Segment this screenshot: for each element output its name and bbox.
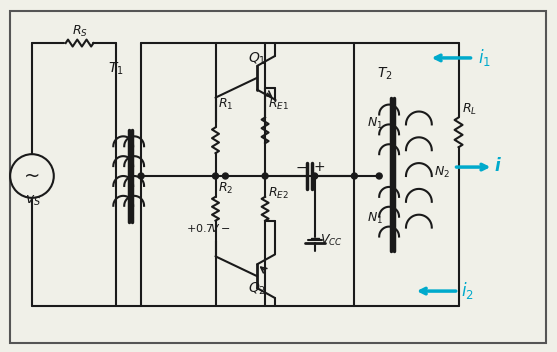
Text: $T_2$: $T_2$ — [377, 66, 393, 82]
Text: $Q_2$: $Q_2$ — [248, 281, 266, 297]
Text: $+0.7V-$: $+0.7V-$ — [185, 221, 230, 234]
Text: $\boldsymbol{i_2}$: $\boldsymbol{i_2}$ — [461, 280, 473, 301]
Circle shape — [376, 173, 382, 179]
Circle shape — [262, 173, 268, 179]
Circle shape — [222, 173, 228, 179]
Text: $v_S$: $v_S$ — [25, 194, 41, 208]
Text: $-$: $-$ — [295, 160, 307, 174]
Text: $R_{E2}$: $R_{E2}$ — [268, 186, 289, 201]
Circle shape — [213, 173, 218, 179]
Text: ~: ~ — [24, 166, 40, 186]
Text: $R_{E1}$: $R_{E1}$ — [268, 96, 289, 112]
Text: $\boldsymbol{i}$: $\boldsymbol{i}$ — [494, 157, 502, 175]
Text: $\boldsymbol{i_1}$: $\boldsymbol{i_1}$ — [478, 47, 491, 68]
Text: $R_2$: $R_2$ — [218, 181, 234, 196]
Text: $N_2$: $N_2$ — [434, 165, 449, 180]
Text: $N_1$: $N_1$ — [367, 117, 383, 132]
Text: $Q_1$: $Q_1$ — [248, 51, 266, 67]
FancyBboxPatch shape — [10, 11, 546, 343]
Text: $T_1$: $T_1$ — [109, 61, 124, 77]
Text: $+$: $+$ — [312, 160, 325, 174]
Text: $N_1$: $N_1$ — [367, 210, 383, 226]
Text: $V_{CC}$: $V_{CC}$ — [320, 232, 343, 247]
Text: $R_1$: $R_1$ — [218, 96, 234, 112]
Circle shape — [138, 173, 144, 179]
Circle shape — [351, 173, 358, 179]
Text: $R_L$: $R_L$ — [462, 101, 477, 117]
Text: $R_S$: $R_S$ — [72, 24, 87, 39]
Circle shape — [312, 173, 317, 179]
